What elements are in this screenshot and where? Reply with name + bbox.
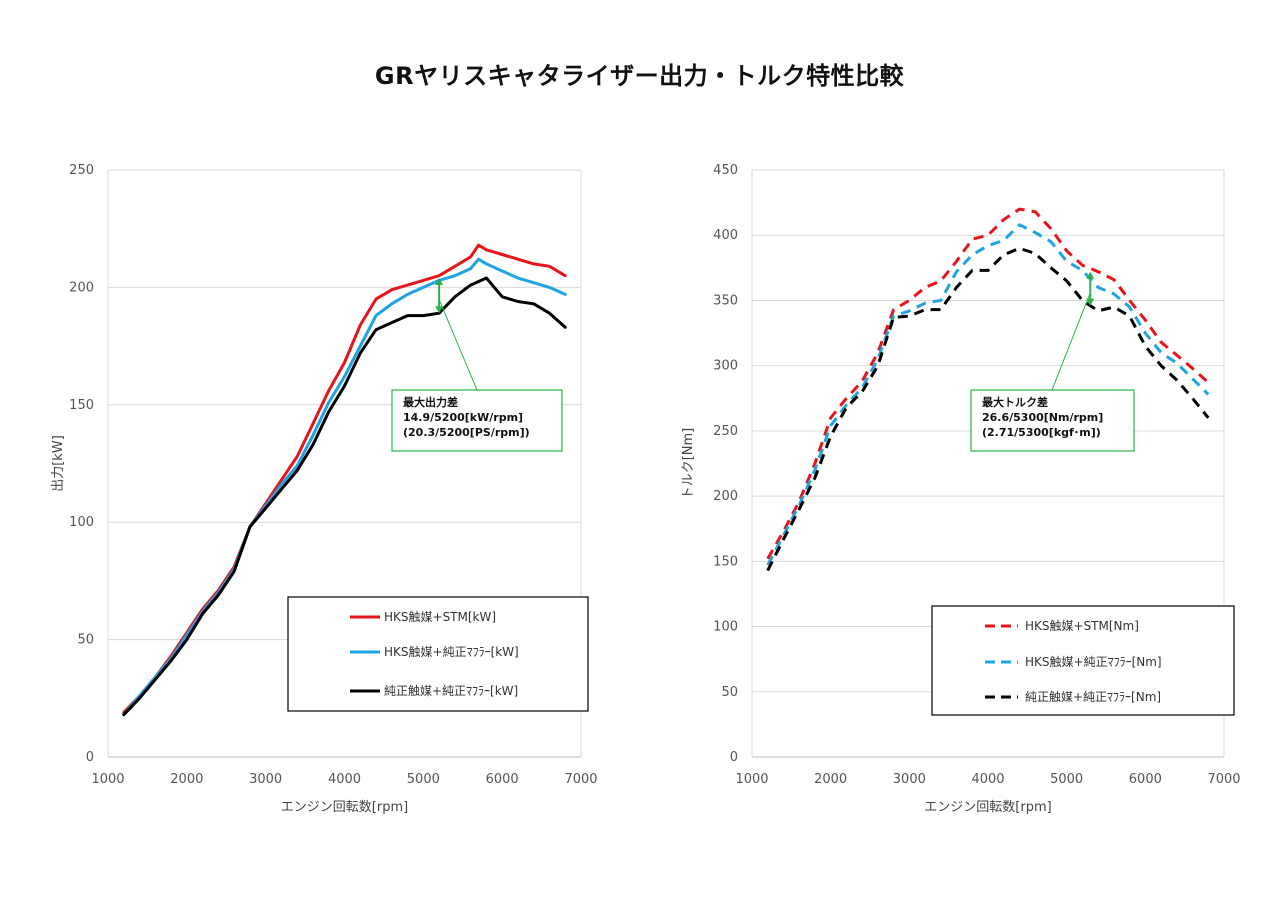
x-tick-label: 7000 — [1207, 772, 1240, 787]
annotation-arrow-head-top — [435, 278, 444, 286]
y-tick-label: 350 — [713, 293, 738, 308]
annotation-text: (20.3/5200[PS/rpm]) — [403, 426, 530, 439]
annotation-leader-line — [1051, 292, 1091, 391]
y-tick-label: 250 — [69, 163, 94, 178]
x-tick-label: 5000 — [1050, 772, 1083, 787]
x-tick-label: 1000 — [91, 772, 124, 787]
power-chart: 0 50 100 150 200 250 1000 2000 3000 4000 5000 6000 7… — [51, 163, 598, 815]
legend-label-0: HKS触媒+STM[kW] — [384, 610, 496, 624]
x-tick-label: 2000 — [814, 772, 847, 787]
annotation-box — [391, 389, 563, 452]
y-axis-title: トルク[Nm] — [681, 428, 696, 500]
x-tick-label: 5000 — [407, 772, 440, 787]
y-tick-label: 400 — [713, 228, 738, 243]
x-tick-label: 3000 — [893, 772, 926, 787]
y-axis-title: 出力[kW] — [51, 435, 66, 492]
annotation-text: 14.9/5200[kW/rpm] — [403, 411, 523, 424]
legend-box — [931, 605, 1235, 716]
y-tick-label: 150 — [713, 554, 738, 569]
annotation-text: 最大出力差 — [403, 395, 458, 409]
annotation-box — [970, 389, 1135, 452]
y-tick-label: 150 — [69, 398, 94, 413]
legend-label-0: HKS触媒+STM[Nm] — [1025, 619, 1139, 633]
x-tick-label: 6000 — [486, 772, 519, 787]
annotation-arrow-head-bottom — [1086, 298, 1095, 306]
x-axis-title: エンジン回転数[rpm] — [924, 800, 1051, 815]
y-tick-label: 0 — [86, 750, 94, 765]
y-tick-label: 50 — [721, 685, 738, 700]
x-tick-label: 7000 — [564, 772, 597, 787]
annotation-arrow-head-top — [1086, 271, 1095, 279]
legend-label-2: 純正触媒+純正ﾏﾌﾗｰ[Nm] — [1025, 690, 1161, 704]
y-tick-label: 250 — [713, 424, 738, 439]
x-tick-label: 6000 — [1129, 772, 1162, 787]
annotation-text: 26.6/5300[Nm/rpm] — [982, 411, 1103, 424]
torque-chart: 0 50 100 150 200 250 300 350 400 450 1000 2000 3000 4… — [681, 163, 1241, 815]
annotation-text: (2.71/5300[kgf･m]) — [982, 426, 1101, 439]
x-tick-label: 4000 — [328, 772, 361, 787]
x-tick-label: 3000 — [249, 772, 282, 787]
annotation-text: 最大トルク差 — [982, 395, 1048, 409]
series-line-0 — [766, 207, 1210, 560]
y-tick-label: 450 — [713, 163, 738, 178]
x-tick-label: 4000 — [971, 772, 1004, 787]
legend-label-1: HKS触媒+純正ﾏﾌﾗｰ[kW] — [384, 645, 519, 659]
series-line-1 — [766, 223, 1210, 566]
legend-label-2: 純正触媒+純正ﾏﾌﾗｰ[kW] — [384, 684, 518, 698]
y-tick-label: 100 — [69, 515, 94, 530]
series-line-2 — [122, 276, 567, 717]
legend-box — [287, 596, 589, 712]
x-tick-label: 1000 — [735, 772, 768, 787]
annotation-leader-line — [438, 299, 478, 391]
y-tick-label: 50 — [77, 633, 94, 648]
page-title: GRヤリスキャタライザー出力・トルク特性比較 — [374, 62, 905, 90]
y-tick-label: 300 — [713, 359, 738, 374]
y-tick-label: 200 — [713, 489, 738, 504]
x-tick-label: 2000 — [170, 772, 203, 787]
x-axis-title: エンジン回転数[rpm] — [281, 800, 408, 815]
y-tick-label: 100 — [713, 620, 738, 635]
y-tick-label: 0 — [730, 750, 738, 765]
series-line-2 — [766, 246, 1210, 572]
y-tick-label: 200 — [69, 280, 94, 295]
legend-label-1: HKS触媒+純正ﾏﾌﾗｰ[Nm] — [1025, 655, 1162, 669]
annotation-arrow-head-bottom — [435, 306, 444, 314]
